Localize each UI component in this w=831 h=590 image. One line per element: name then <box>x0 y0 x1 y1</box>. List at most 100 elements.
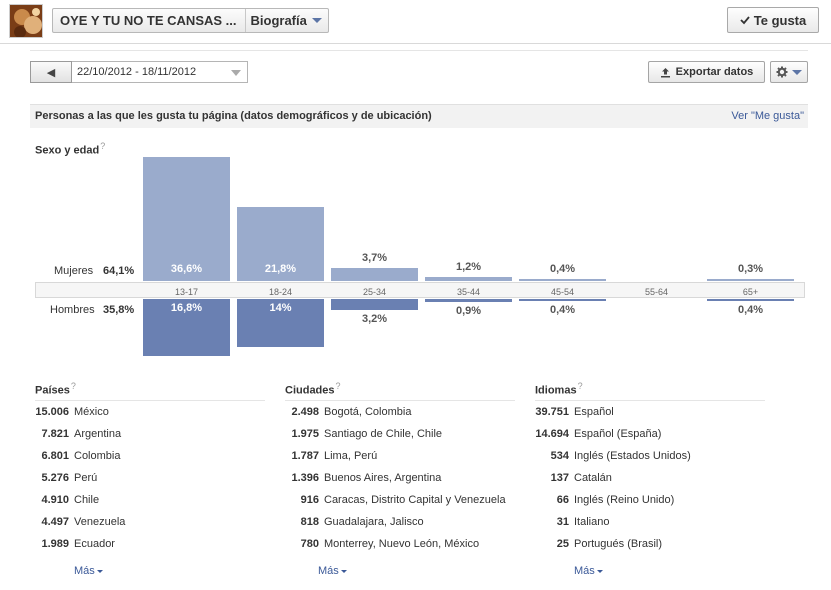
divider <box>535 400 765 401</box>
dropdown-arrow-icon <box>231 70 241 76</box>
demographics-section-header: Personas a las que les gusta tu página (… <box>30 104 808 128</box>
list-item[interactable]: 14.694 Español (España) <box>535 428 775 442</box>
more-label: Más <box>318 565 339 577</box>
men-bar-value: 0,4% <box>737 304 764 316</box>
list-item[interactable]: 1.989 Ecuador <box>35 538 275 552</box>
item-name: Inglés (Estados Unidos) <box>574 450 691 462</box>
men-bar-value: 0,9% <box>455 305 482 318</box>
item-name: Bogotá, Colombia <box>324 406 412 418</box>
item-name: Español <box>574 406 614 418</box>
left-arrow-icon: ◀ <box>46 66 56 79</box>
item-name: Italiano <box>574 516 610 528</box>
women-bar-value: 3,7% <box>361 252 388 265</box>
list-item[interactable]: 31 Italiano <box>535 516 775 530</box>
item-name: Buenos Aires, Argentina <box>324 472 442 484</box>
item-count: 1.989 <box>41 538 69 550</box>
list-item[interactable]: 137 Catalán <box>535 472 775 486</box>
see-likes-link[interactable]: Ver "Me gusta" <box>731 110 804 122</box>
item-count: 6.801 <box>41 450 69 462</box>
men-label: Hombres <box>50 304 95 316</box>
list-item[interactable]: 4.910 Chile <box>35 494 275 508</box>
item-count: 2.498 <box>291 406 319 418</box>
page-avatar[interactable] <box>9 4 43 38</box>
list-item[interactable]: 780 Monterrey, Nuevo León, México <box>285 538 525 552</box>
item-name: Lima, Perú <box>324 450 378 462</box>
item-name: Venezuela <box>74 516 126 528</box>
item-name: Santiago de Chile, Chile <box>324 428 443 440</box>
section-title: Personas a las que les gusta tu página (… <box>35 110 432 122</box>
men-bar[interactable] <box>237 299 324 347</box>
age-axis <box>35 282 805 298</box>
item-count: 14.694 <box>535 428 569 440</box>
page-name-button[interactable]: OYE Y TU NO TE CANSAS ... <box>53 9 246 32</box>
previous-period-button[interactable]: ◀ <box>30 61 72 83</box>
list-item[interactable]: 2.498 Bogotá, Colombia <box>285 406 525 420</box>
list-item[interactable]: 818 Guadalajara, Jalisco <box>285 516 525 530</box>
list-item[interactable]: 66 Inglés (Reino Unido) <box>535 494 775 508</box>
item-name: Colombia <box>74 450 121 462</box>
export-data-button[interactable]: Exportar datos <box>648 61 765 83</box>
item-count: 31 <box>556 516 569 528</box>
men-bar[interactable] <box>519 299 606 301</box>
settings-menu-button[interactable] <box>770 61 808 83</box>
cities-more-link[interactable]: Más <box>318 565 347 577</box>
women-bar[interactable] <box>143 156 230 281</box>
item-count: 4.497 <box>41 516 69 528</box>
list-item[interactable]: 5.276 Perú <box>35 472 275 486</box>
age-tick-label: 18-24 <box>268 287 293 297</box>
item-name: Español (España) <box>574 428 662 440</box>
list-item[interactable]: 6.801 Colombia <box>35 450 275 464</box>
countries-title: Países? <box>35 381 76 397</box>
item-count: 1.787 <box>291 450 319 462</box>
item-count: 66 <box>556 494 569 506</box>
age-tick-label: 55-64 <box>644 287 669 297</box>
checkmark-icon <box>740 16 750 25</box>
women-bar[interactable] <box>425 276 512 281</box>
men-bar[interactable] <box>707 299 794 301</box>
women-bar-value: 0,3% <box>737 263 764 275</box>
top-bar: OYE Y TU NO TE CANSAS ... Biografía Te g… <box>0 0 831 44</box>
list-item[interactable]: 15.006 México <box>35 406 275 420</box>
chevron-down-icon <box>340 569 347 573</box>
list-item[interactable]: 1.787 Lima, Perú <box>285 450 525 464</box>
list-item[interactable]: 534 Inglés (Estados Unidos) <box>535 450 775 464</box>
item-count: 39.751 <box>535 406 569 418</box>
help-icon[interactable]: ? <box>335 381 341 391</box>
item-count: 137 <box>550 472 569 484</box>
more-label: Más <box>74 565 95 577</box>
age-tick-label: 65+ <box>742 287 759 297</box>
help-icon[interactable]: ? <box>577 381 583 391</box>
item-name: México <box>74 406 109 418</box>
languages-more-link[interactable]: Más <box>574 565 603 577</box>
list-item[interactable]: 4.497 Venezuela <box>35 516 275 530</box>
divider <box>35 400 265 401</box>
women-bar[interactable] <box>519 279 606 281</box>
help-icon[interactable]: ? <box>100 141 106 151</box>
women-bar[interactable] <box>331 268 418 281</box>
date-range-select[interactable]: 22/10/2012 - 18/11/2012 <box>72 61 248 83</box>
like-button[interactable]: Te gusta <box>727 7 819 33</box>
divider <box>30 50 808 51</box>
list-item[interactable]: 1.975 Santiago de Chile, Chile <box>285 428 525 442</box>
men-bar[interactable] <box>331 299 418 310</box>
like-label: Te gusta <box>753 12 807 28</box>
help-icon[interactable]: ? <box>70 381 76 391</box>
list-item[interactable]: 1.396 Buenos Aires, Argentina <box>285 472 525 486</box>
date-range-value: 22/10/2012 - 18/11/2012 <box>77 66 197 78</box>
women-bar-value: 0,4% <box>549 263 576 275</box>
countries-more-link[interactable]: Más <box>74 565 103 577</box>
age-tick-label: 25-34 <box>362 287 387 297</box>
item-name: Monterrey, Nuevo León, México <box>324 538 480 550</box>
timeline-dropdown[interactable]: Biografía <box>246 9 328 32</box>
list-item[interactable]: 39.751 Español <box>535 406 775 420</box>
list-item[interactable]: 25 Portugués (Brasil) <box>535 538 775 552</box>
men-bar[interactable] <box>143 299 230 357</box>
women-bar[interactable] <box>237 206 324 281</box>
list-item[interactable]: 7.821 Argentina <box>35 428 275 442</box>
list-item[interactable]: 916 Caracas, Distrito Capital y Venezuela <box>285 494 525 508</box>
men-bar[interactable] <box>425 299 512 303</box>
item-count: 7.821 <box>41 428 69 440</box>
countries-title-text: Países <box>35 384 70 397</box>
women-bar[interactable] <box>707 279 794 281</box>
cities-title: Ciudades? <box>285 381 341 397</box>
